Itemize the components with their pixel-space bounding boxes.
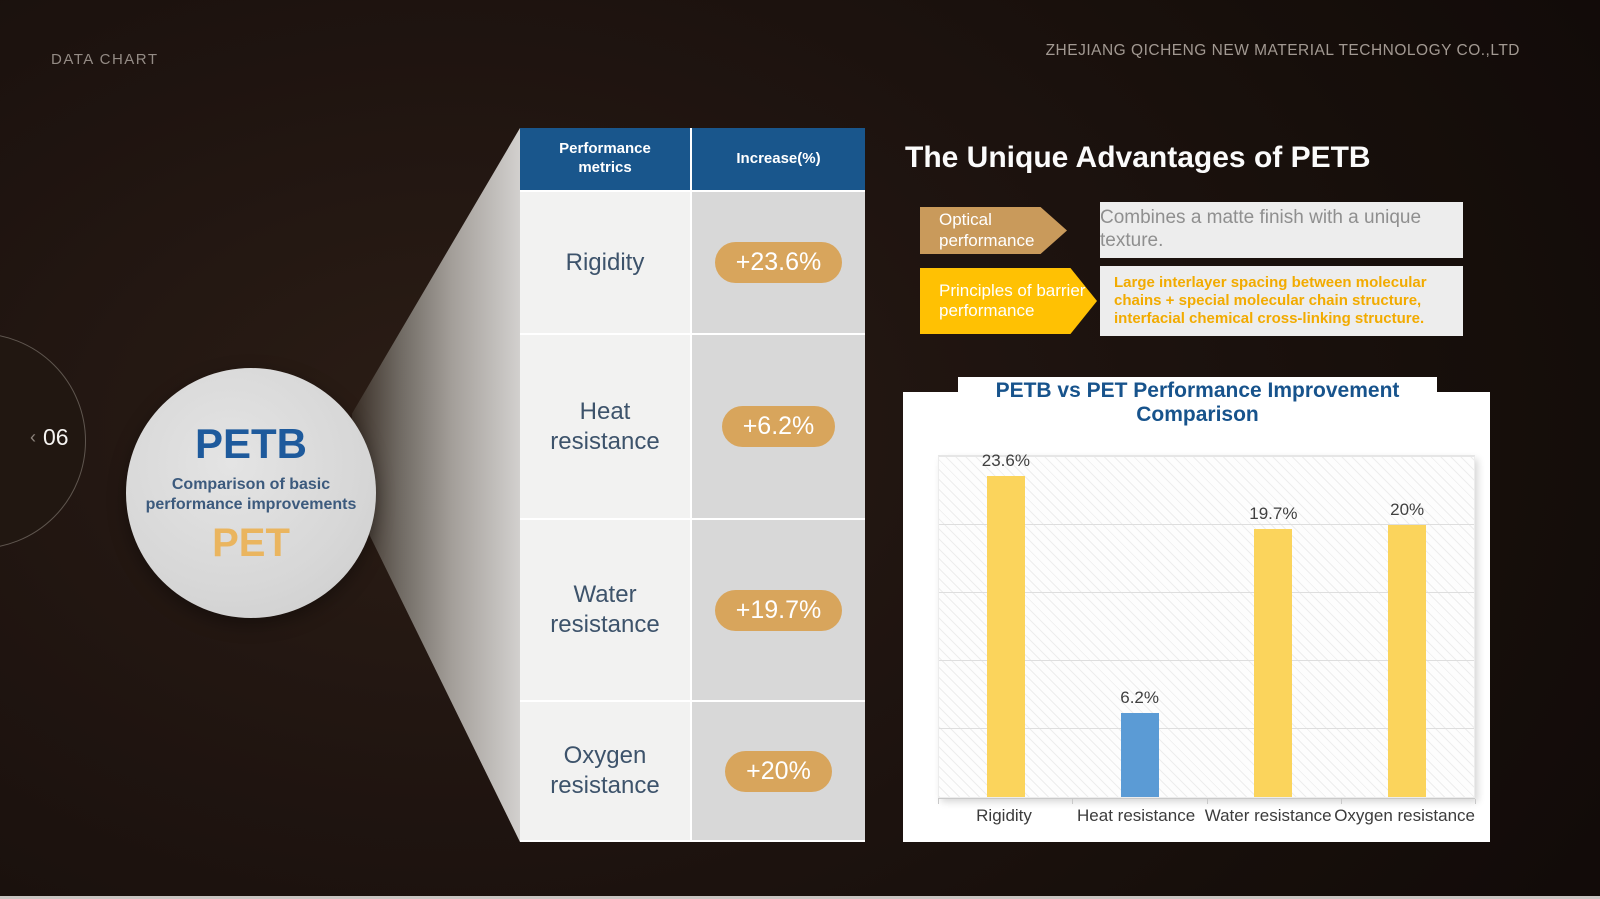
chart-panel: PETB vs PET Performance Improvement Comp… bbox=[903, 377, 1490, 842]
page-nav: ‹ 06 bbox=[30, 424, 69, 451]
circle-footer: PET bbox=[212, 521, 290, 565]
bar-slot: 23.6% bbox=[939, 451, 1073, 797]
bar-rigidity bbox=[986, 476, 1025, 797]
advantage-tag-label: Principles of barrier performance bbox=[939, 280, 1086, 320]
company-name: ZHEJIANG QICHENG NEW MATERIAL TECHNOLOGY… bbox=[1045, 42, 1520, 59]
advantage-tag-optical: Optical performance bbox=[920, 207, 1067, 254]
increase-pill: +19.7% bbox=[714, 589, 843, 631]
table-row-metric: Heat resistance bbox=[520, 335, 690, 518]
projection-beam bbox=[352, 128, 520, 842]
advantage-box-barrier: Large interlayer spacing between molecul… bbox=[1100, 266, 1463, 336]
axis-tick bbox=[1340, 799, 1342, 804]
chevron-left-icon[interactable]: ‹ bbox=[30, 427, 36, 447]
bar-value-label: 20% bbox=[1390, 500, 1425, 519]
x-axis-label: Oxygen resistance bbox=[1334, 806, 1475, 825]
bar-water-resistance bbox=[1254, 529, 1293, 797]
circle-title: PETB bbox=[194, 420, 307, 467]
axis-tick bbox=[1475, 799, 1476, 804]
slide-label: DATA CHART bbox=[51, 51, 159, 68]
x-axis-label: Water resistance bbox=[1204, 806, 1332, 825]
chart-title: PETB vs PET Performance Improvement Comp… bbox=[995, 379, 1400, 426]
table-row-metric: Oxygen resistance bbox=[520, 702, 690, 840]
advantage-tag-barrier: Principles of barrier performance bbox=[920, 268, 1097, 334]
table-header-metrics: Performance metrics bbox=[520, 128, 690, 190]
section-title: The Unique Advantages of PETB bbox=[905, 141, 1371, 174]
bar-value-label: 23.6% bbox=[981, 451, 1030, 471]
table-row-value: +6.2% bbox=[692, 335, 865, 518]
increase-pill: +6.2% bbox=[721, 406, 836, 447]
axis-tick bbox=[1206, 799, 1208, 804]
gridline bbox=[939, 524, 1474, 525]
table-header-increase: Increase(%) bbox=[692, 128, 865, 190]
intro-circle: PETB Comparison of basic performance imp… bbox=[126, 368, 376, 618]
axis-tick bbox=[1072, 799, 1074, 804]
table-row-metric: Water resistance bbox=[520, 520, 690, 700]
circle-subtitle: Comparison of basic performance improvem… bbox=[145, 476, 357, 513]
bar-slot: 20% bbox=[1340, 457, 1474, 797]
bar-slots: 23.6% 6.2% 19.7% 20% bbox=[939, 451, 1474, 797]
advantage-tag-label: Optical performance bbox=[939, 210, 1035, 250]
bar-heat-resistance bbox=[1120, 712, 1159, 797]
table-row-value: +19.7% bbox=[692, 520, 865, 700]
table-row-metric: Rigidity bbox=[520, 192, 690, 333]
x-axis-label: Rigidity bbox=[976, 806, 1032, 825]
gridline bbox=[939, 592, 1474, 593]
advantage-text: Combines a matte finish with a unique te… bbox=[1100, 207, 1422, 251]
increase-pill: +23.6% bbox=[714, 242, 843, 283]
bar-slot: 6.2% bbox=[1073, 457, 1207, 797]
table-row-value: +23.6% bbox=[692, 192, 865, 333]
x-axis bbox=[938, 798, 1476, 805]
comparison-table: Performance metrics Increase(%) Rigidity… bbox=[520, 128, 865, 842]
gridline bbox=[939, 660, 1474, 661]
gridline bbox=[939, 728, 1474, 729]
bar-slot: 19.7% bbox=[1207, 457, 1341, 797]
page-number: 06 bbox=[43, 424, 69, 450]
bar-oxygen-resistance bbox=[1388, 525, 1427, 797]
axis-tick bbox=[938, 799, 939, 804]
bar-value-label: 6.2% bbox=[1120, 687, 1159, 707]
x-axis-labels: Rigidity Heat resistance Water resistance O… bbox=[938, 806, 1475, 826]
bar-value-label: 19.7% bbox=[1249, 504, 1298, 524]
advantage-text: Large interlayer spacing between molecul… bbox=[1114, 274, 1427, 327]
plot-area: 23.6% 6.2% 19.7% 20% bbox=[938, 451, 1475, 798]
advantage-box-optical: Combines a matte finish with a unique te… bbox=[1100, 202, 1463, 258]
x-axis-label: Heat resistance bbox=[1077, 806, 1196, 825]
increase-pill: +20% bbox=[725, 750, 832, 792]
table-row-value: +20% bbox=[692, 702, 865, 840]
chart-panel-tab bbox=[958, 377, 1437, 407]
bottom-strip bbox=[0, 896, 1600, 899]
